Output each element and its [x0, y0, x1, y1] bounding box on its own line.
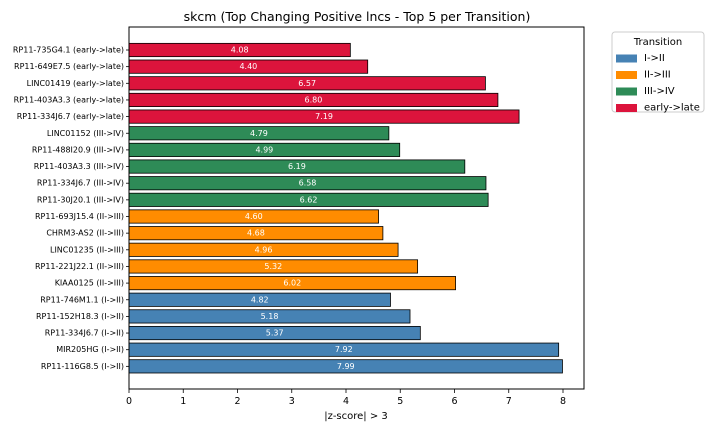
- value-label: 4.96: [255, 245, 273, 254]
- value-label: 7.19: [315, 112, 333, 121]
- legend-entries: I->II II->III III->IV early->late: [616, 53, 700, 114]
- value-label: 6.57: [298, 79, 316, 88]
- category-label: RP11-334J6.7 (III->IV): [37, 179, 124, 188]
- category-label: RP11-693J15.4 (II->III): [35, 212, 124, 221]
- value-label: 6.02: [283, 279, 301, 288]
- bars-layer: [128, 42, 563, 374]
- legend: Transition I->II II->III III->IV early->lat…: [611, 31, 705, 114]
- category-labels: RP11-735G4.1 (early->late) RP11-649E7.5 (…: [13, 46, 129, 371]
- value-label: 5.18: [261, 312, 279, 321]
- category-label: CHRM3-AS2 (II->III): [46, 229, 124, 238]
- category-label: RP11-403A3.3 (early->late): [14, 95, 124, 104]
- value-label: 4.60: [245, 212, 263, 221]
- category-label: LINC01235 (II->III): [50, 245, 124, 254]
- legend-swatch: [616, 87, 637, 96]
- x-tick-label: 1: [180, 396, 186, 407]
- x-tick-label: 0: [126, 396, 132, 407]
- value-label: 4.99: [255, 145, 273, 154]
- category-label: RP11-488I20.9 (III->IV): [32, 145, 124, 154]
- legend-swatch: [616, 71, 637, 79]
- category-label: RP11-735G4.1 (early->late): [13, 46, 124, 55]
- category-label: RP11-334J6.7 (early->late): [17, 112, 124, 121]
- value-label: 6.62: [300, 195, 318, 204]
- x-tick-label: 6: [451, 396, 457, 407]
- plot-frame: [128, 26, 585, 390]
- x-axis-label: |z-score| > 3: [324, 411, 388, 422]
- category-label: LINC01152 (III->IV): [47, 129, 124, 138]
- x-axis: 0 1 2 3 4 5 6 7 8: [126, 389, 566, 407]
- x-tick-label: 5: [397, 396, 403, 407]
- legend-entry-label: III->IV: [644, 86, 675, 97]
- category-label: RP11-334J6.7 (I->II): [45, 329, 124, 338]
- value-label: 5.37: [266, 329, 284, 338]
- x-tick-label: 4: [343, 396, 349, 407]
- value-labels: 4.08 4.40 6.57 6.80 7.19 4.79 4.99 6.19 6.58 6.62…: [231, 46, 355, 371]
- category-label: RP11-116G8.5 (I->II): [41, 362, 124, 371]
- value-label: 5.32: [264, 262, 282, 271]
- value-label: 4.82: [251, 295, 269, 304]
- category-label: RP11-152H18.3 (I->II): [36, 312, 124, 321]
- category-label: LINC01419 (early->late): [27, 79, 124, 88]
- legend-swatch: [616, 104, 637, 112]
- value-label: 6.80: [305, 95, 323, 104]
- category-label: KIAA0125 (II->III): [55, 279, 124, 288]
- value-label: 7.92: [335, 345, 353, 354]
- value-label: 7.99: [337, 362, 355, 371]
- category-label: RP11-221J22.1 (II->III): [35, 262, 124, 271]
- legend-entry-label: early->late: [644, 103, 700, 114]
- legend-swatch: [616, 54, 637, 63]
- legend-entry-label: I->II: [644, 53, 665, 64]
- x-tick-label: 3: [289, 396, 295, 407]
- value-label: 4.40: [239, 62, 257, 71]
- category-label: MIR205HG (I->II): [56, 345, 124, 354]
- chart-title: skcm (Top Changing Positive lncs - Top 5…: [184, 9, 531, 24]
- legend-entry-label: II->III: [644, 70, 671, 81]
- value-label: 4.68: [247, 229, 265, 238]
- x-tick-label: 2: [234, 396, 240, 407]
- value-label: 4.08: [231, 46, 249, 55]
- x-tick-label: 8: [560, 396, 566, 407]
- x-tick-label: 7: [506, 396, 512, 407]
- value-label: 6.58: [299, 179, 317, 188]
- category-label: RP11-30J20.1 (III->IV): [37, 195, 124, 204]
- category-label: RP11-403A3.3 (III->IV): [34, 162, 124, 171]
- category-label: RP11-746M1.1 (I->II): [40, 295, 124, 304]
- legend-title: Transition: [633, 37, 682, 48]
- value-label: 6.19: [288, 162, 306, 171]
- category-label: RP11-649E7.5 (early->late): [14, 62, 124, 71]
- value-label: 4.79: [250, 129, 268, 138]
